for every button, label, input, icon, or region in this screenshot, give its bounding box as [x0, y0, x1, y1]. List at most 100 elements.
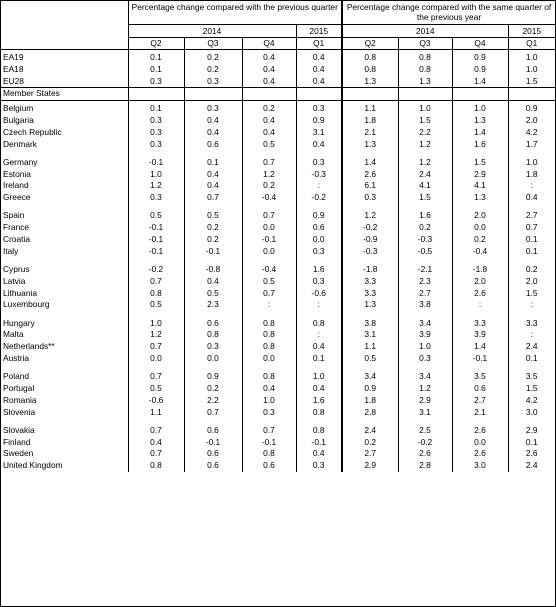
country-name: Romania — [1, 394, 129, 407]
table-row: Denmark 0.3 0.6 0.5 0.4 1.3 1.2 1.6 1.7 — [1, 138, 555, 151]
value-cell: 1.0 — [242, 394, 297, 407]
value-cell: 4.2 — [525, 126, 538, 137]
value-cell: 1.6 — [296, 263, 343, 276]
value-cell: 0.4 — [296, 138, 343, 151]
spacer-cell — [128, 364, 185, 372]
value-cell: 0.1 — [525, 234, 538, 245]
value-cell: 0.6 — [184, 424, 243, 437]
table-row: United Kingdom 0.8 0.6 0.6 0.3 2.9 2.8 3.0 2.4 — [1, 460, 555, 472]
spacer-cell — [296, 203, 343, 211]
country-name: EU28 — [1, 75, 129, 88]
value-cell: 1.6 — [296, 394, 343, 407]
country-name: Germany — [1, 156, 129, 169]
value-cell: 1.0 — [398, 100, 453, 115]
value-cell: 1.0 — [398, 341, 453, 353]
country-name: Czech Republic — [1, 126, 129, 139]
spacer-cell — [242, 418, 297, 425]
table-row: Italy -0.1 -0.1 0.0 0.3 -0.3 -0.5 -0.4 0.1 — [1, 245, 555, 258]
value-cell: 0.6 — [242, 460, 297, 472]
country-name: EA18 — [1, 63, 129, 76]
spacer-cell — [242, 311, 297, 318]
value-cell: 2.7 — [452, 394, 509, 407]
header-year-2014-y: 2014 — [342, 24, 509, 37]
country-name: Finland — [1, 436, 129, 449]
value-cell: 0.6 — [452, 382, 509, 395]
table-row: Croatia -0.1 0.2 -0.1 0.0 -0.9 -0.3 0.2 0.1 — [1, 233, 555, 246]
value-cell: 1.2 — [398, 382, 453, 395]
value-cell: 0.7 — [242, 210, 297, 223]
value-cell: 0.7 — [128, 341, 185, 353]
value-cell: 2.9 — [342, 460, 399, 472]
country-name: Austria — [1, 352, 129, 365]
spacer-cell — [296, 257, 343, 264]
value-cell: 0.3 — [128, 138, 185, 151]
value-cell: 2.9 — [452, 168, 509, 181]
value-cell: 3.1 — [398, 406, 453, 419]
table-row: Slovakia 0.7 0.6 0.7 0.8 2.4 2.5 2.6 2.9 — [1, 424, 555, 437]
value-cell: 0.4 — [525, 192, 538, 203]
value-cell: 0.4 — [296, 341, 343, 353]
value-cell: 1.2 — [128, 180, 185, 193]
country-name: Greece — [1, 192, 129, 204]
value-cell: 0.8 — [242, 448, 297, 461]
value-cell: 0.5 — [184, 287, 243, 300]
value-cell: 0.2 — [342, 436, 399, 449]
value-cell: 0.0 — [296, 233, 343, 246]
value-cell: 0.7 — [525, 222, 538, 233]
value-cell: 4.2 — [525, 394, 538, 405]
value-cell: 1.2 — [342, 210, 399, 223]
spacer-cell — [398, 150, 453, 157]
value-cell: 3.3 — [452, 317, 509, 330]
value-cell: 0.6 — [184, 317, 243, 330]
header-quarter: Q4 — [452, 36, 509, 50]
value-cell: 1.2 — [398, 156, 453, 169]
value-cell: 0.2 — [525, 264, 538, 275]
value-cell: 0.5 — [242, 275, 297, 288]
value-cell: 1.5 — [525, 75, 538, 86]
value-cell: 3.3 — [342, 287, 399, 300]
spacer-cell — [342, 203, 399, 211]
value-cell: 1.5 — [525, 287, 538, 298]
value-cell: 0.7 — [128, 371, 185, 383]
value-cell: 0.9 — [296, 114, 343, 127]
value-cell: : — [530, 329, 533, 340]
spacer-cell — [184, 203, 243, 211]
value-cell: 0.9 — [452, 48, 509, 64]
value-cell: 0.4 — [242, 126, 297, 139]
value-cell: 1.0 — [508, 48, 556, 64]
table-row — [1, 257, 555, 264]
value-cell: 1.2 — [128, 329, 185, 342]
country-name: Cyprus — [1, 263, 129, 276]
value-cell: 1.1 — [128, 406, 185, 419]
header-corner — [1, 24, 129, 37]
spacer-cell — [242, 364, 297, 372]
value-cell: 0.6 — [184, 448, 243, 461]
country-name: Italy — [1, 245, 129, 258]
value-cell: -0.9 — [342, 233, 399, 246]
value-cell: 0.5 — [342, 352, 399, 365]
value-cell: 1.6 — [398, 210, 453, 223]
value-cell: -0.1 — [184, 436, 243, 449]
table-row: Malta 1.2 0.8 0.8:3.1 3.9 3.9: — [1, 329, 555, 342]
country-name: Lithuania — [1, 287, 129, 300]
value-cell: 2.3 — [184, 299, 243, 312]
spacer-cell — [342, 311, 399, 318]
country-name: Spain — [1, 210, 129, 223]
value-cell: 1.5 — [398, 192, 453, 204]
value-cell: 0.4 — [184, 275, 243, 288]
value-cell: 2.1 — [342, 126, 399, 139]
value-cell: 0.4 — [184, 126, 243, 139]
header-group-year: Percentage change compared with the same… — [346, 2, 552, 22]
table-row: Estonia 1.0 0.4 1.2 -0.3 2.6 2.4 2.9 1.8 — [1, 168, 555, 181]
value-cell: 1.1 — [342, 100, 399, 115]
value-cell: 0.4 — [296, 75, 343, 88]
value-cell: 0.6 — [296, 222, 343, 234]
value-cell: 3.0 — [452, 460, 509, 472]
table-row — [1, 203, 555, 211]
value-cell: 0.2 — [184, 48, 243, 64]
value-cell: 0.2 — [242, 100, 297, 115]
value-cell: 1.4 — [452, 126, 509, 139]
value-cell: 1.3 — [452, 192, 509, 204]
table-row: Lithuania 0.8 0.5 0.7 -0.6 3.3 2.7 2.6 1.5 — [1, 287, 555, 300]
spacer-cell — [452, 257, 509, 264]
